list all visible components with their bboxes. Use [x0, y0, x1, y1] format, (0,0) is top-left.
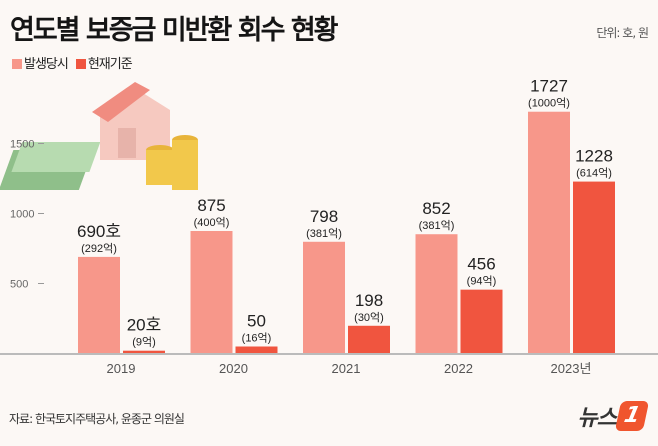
legend: 발생당시 현재기준: [12, 53, 133, 72]
data-sublabel: (381억): [419, 219, 455, 232]
news1-logo: 뉴스 1: [577, 400, 650, 432]
data-label: 875: [197, 196, 225, 215]
data-label: 198: [355, 291, 383, 310]
chart-title: 연도별 보증금 미반환 회수 현황: [10, 15, 339, 46]
bar: [415, 234, 458, 354]
data-sublabel: (1000억): [528, 97, 570, 110]
data-sublabel: (94억): [467, 275, 497, 288]
legend-label: 발생당시: [24, 57, 69, 72]
bar: [528, 111, 570, 354]
data-label: 50: [247, 312, 266, 331]
x-tick-label: 2022: [444, 361, 473, 376]
data-label: 798: [310, 207, 338, 226]
logo-text: 뉴스: [577, 406, 617, 431]
data-label: 852: [422, 199, 450, 218]
data-sublabel: (30억): [354, 311, 384, 324]
bar: [235, 346, 278, 354]
y-tick-label: 1000: [10, 209, 34, 221]
data-label: 20호: [127, 316, 162, 335]
y-tick-label: 500: [10, 279, 28, 291]
logo-mark: 1: [614, 401, 650, 431]
bar: [348, 325, 390, 354]
data-sublabel: (292억): [81, 242, 117, 255]
bar: [460, 289, 503, 354]
bar: [190, 231, 233, 354]
bar: [123, 350, 165, 354]
data-sublabel: (381억): [306, 227, 342, 240]
house-money-illustration: [0, 82, 198, 190]
data-label: 456: [467, 255, 495, 274]
data-sublabel: (614억): [576, 167, 612, 180]
x-tick-label: 2019: [107, 361, 136, 376]
x-tick-label: 2023년: [551, 361, 592, 376]
data-sublabel: (400억): [194, 216, 230, 229]
data-label: 1727: [530, 77, 568, 96]
y-tick-label: 1500: [10, 139, 34, 151]
legend-item-occurrence: 발생당시: [12, 53, 69, 72]
x-tick-label: 2020: [219, 361, 248, 376]
bar: [78, 256, 120, 354]
bar: [303, 241, 345, 354]
data-label: 1228: [575, 147, 613, 166]
data-sublabel: (9억): [132, 336, 156, 349]
unit-note: 단위: 호, 원: [596, 26, 649, 40]
legend-item-current: 현재기준: [75, 53, 133, 72]
source-note: 자료: 한국토지주택공사, 윤종군 의원실: [9, 412, 185, 426]
legend-label: 현재기준: [87, 57, 133, 72]
x-tick-label: 2021: [332, 361, 361, 376]
data-sublabel: (16억): [242, 332, 272, 345]
bar: [573, 181, 615, 354]
data-label: 690호: [77, 222, 121, 241]
